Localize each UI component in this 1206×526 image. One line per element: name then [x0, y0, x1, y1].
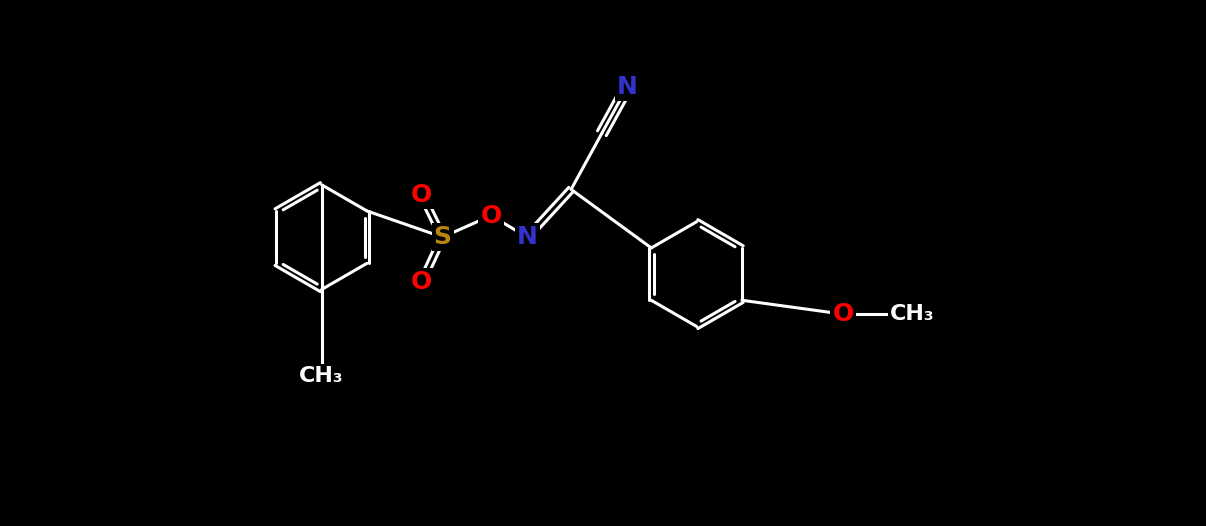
Text: O: O	[411, 270, 432, 294]
Text: S: S	[433, 225, 451, 249]
Text: N: N	[617, 75, 638, 99]
Text: N: N	[517, 225, 538, 249]
Text: CH₃: CH₃	[890, 304, 935, 324]
Text: O: O	[411, 183, 432, 207]
Text: O: O	[832, 302, 854, 326]
Text: O: O	[480, 204, 502, 228]
Text: CH₃: CH₃	[299, 366, 344, 386]
